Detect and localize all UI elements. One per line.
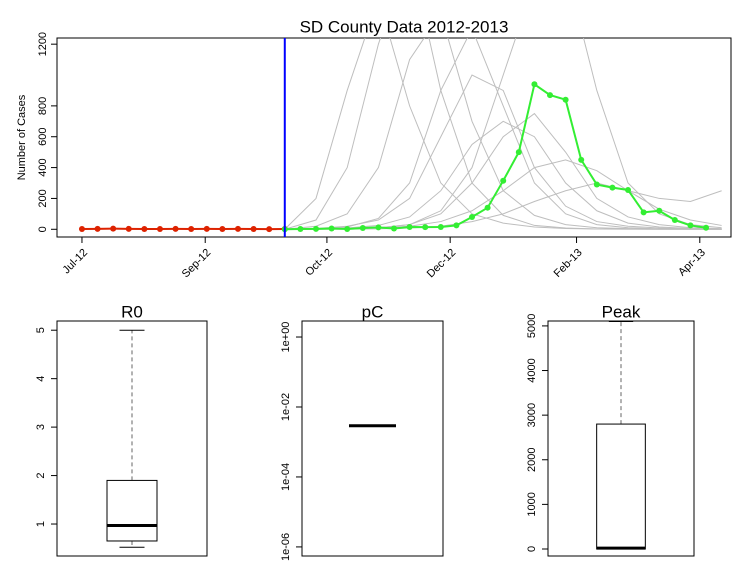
data-point: [469, 213, 476, 220]
data-point: [110, 225, 117, 232]
data-point: [500, 177, 507, 184]
series-line: [284, 74, 722, 230]
y-tick-label: 4000: [526, 358, 538, 382]
data-point: [547, 92, 554, 99]
data-point: [344, 225, 351, 232]
data-point: [219, 225, 226, 232]
data-point: [312, 225, 319, 232]
data-point: [328, 225, 335, 232]
plot-frame: [56, 320, 208, 557]
data-point: [78, 225, 85, 232]
series-line: [284, 38, 722, 230]
data-point: [375, 224, 382, 231]
y-tick-label: 0: [37, 226, 49, 232]
data-point: [266, 226, 273, 233]
data-point: [203, 225, 210, 232]
series-line: [284, 82, 707, 231]
y-axis-label: Number of Cases: [16, 94, 28, 180]
x-tick-label: Oct-12: [303, 247, 335, 279]
data-point: [609, 184, 616, 191]
x-tick-label: Jul-12: [60, 247, 90, 277]
chart-title: R0: [121, 302, 143, 321]
data-point: [484, 204, 491, 211]
x-tick-label: Dec-12: [425, 247, 459, 281]
y-tick-label: 4: [35, 376, 47, 382]
box: [106, 479, 158, 542]
y-tick-label: 5000: [526, 314, 538, 338]
chart-title: Peak: [602, 302, 641, 321]
series-group: [78, 38, 722, 233]
data-point: [297, 225, 304, 232]
data-point: [453, 222, 460, 229]
data-point: [391, 225, 397, 232]
data-point: [640, 209, 647, 216]
data-point: [562, 96, 569, 103]
y-tick-label: 1e-02: [280, 393, 292, 421]
y-tick-label: 200: [37, 189, 49, 207]
data-point: [172, 225, 179, 232]
data-point: [656, 207, 663, 214]
data-point: [687, 222, 694, 229]
y-tick-label: 3: [35, 424, 47, 430]
y-tick-label: 1200: [37, 32, 49, 56]
data-point: [625, 186, 632, 193]
box: [596, 423, 646, 550]
data-point: [141, 225, 148, 232]
data-point: [593, 181, 600, 188]
series-line: [284, 38, 722, 230]
data-point: [531, 81, 538, 88]
data-point: [406, 223, 413, 230]
data-point: [156, 225, 163, 232]
plot-frame: [301, 320, 444, 557]
y-tick-label: 2: [35, 473, 47, 479]
data-point: [359, 225, 366, 232]
data-point: [234, 225, 241, 232]
y-tick-label: 1e-04: [280, 463, 292, 491]
data-point: [515, 149, 522, 156]
chart-title: pC: [362, 302, 384, 321]
y-tick-label: 0: [526, 546, 538, 552]
y-tick-label: 800: [37, 97, 49, 115]
data-point: [188, 225, 195, 232]
series-line: [284, 120, 722, 230]
y-tick-label: 1: [35, 521, 47, 527]
data-point: [125, 225, 132, 232]
y-tick-label: 600: [37, 128, 49, 146]
data-point: [671, 217, 678, 224]
chart-title: SD County Data 2012-2013: [300, 17, 509, 36]
plot-frame: [56, 37, 732, 238]
y-tick-label: 3000: [526, 403, 538, 427]
data-point: [94, 225, 101, 232]
y-tick-label: 5: [35, 327, 47, 333]
x-tick-label: Apr-13: [676, 247, 708, 279]
data-point: [437, 223, 444, 230]
series-line: [284, 159, 722, 230]
y-tick-label: 2000: [526, 448, 538, 472]
x-tick-label: Feb-13: [552, 247, 585, 280]
x-tick-label: Sep-12: [180, 247, 214, 281]
data-point: [422, 224, 429, 231]
data-point: [250, 225, 257, 232]
data-point: [578, 156, 585, 163]
y-tick-label: 400: [37, 158, 49, 176]
y-tick-label: 1000: [526, 492, 538, 516]
y-tick-label: 1e+00: [280, 322, 292, 353]
y-tick-label: 1e-06: [280, 533, 292, 561]
data-point: [703, 224, 710, 231]
